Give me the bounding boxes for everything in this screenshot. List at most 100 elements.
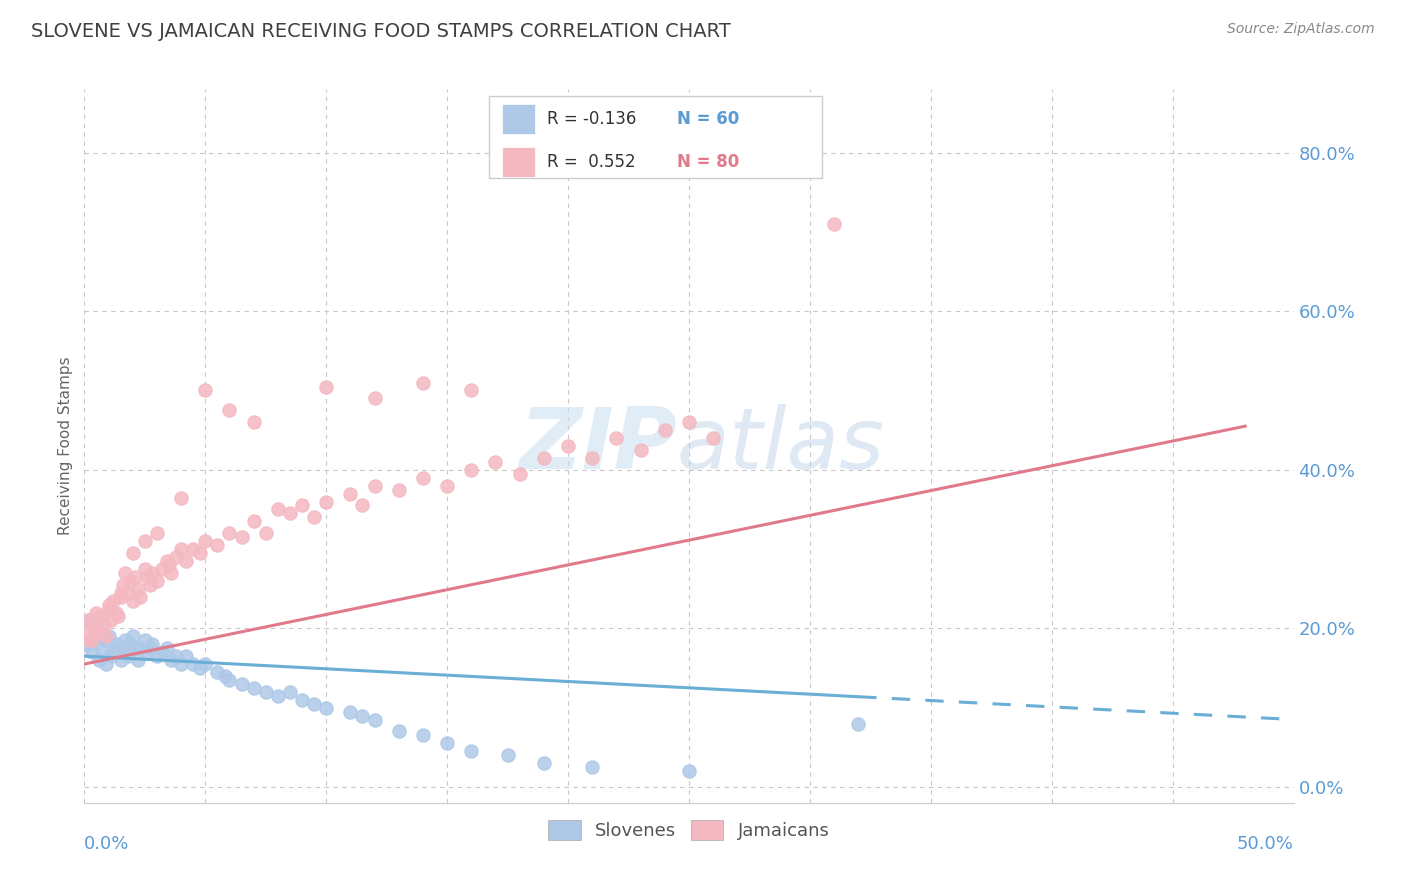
Point [388, 483, 411, 497]
Point [110, 585, 132, 599]
Point [254, 526, 277, 541]
Point [315, 700, 337, 714]
Point [104, 606, 127, 620]
Text: R = -0.136: R = -0.136 [547, 111, 637, 128]
Point [170, 491, 193, 505]
Point [129, 590, 152, 604]
Point [87, 625, 110, 640]
Point [194, 384, 217, 398]
Point [90, 609, 112, 624]
Y-axis label: Receiving Food Stamps: Receiving Food Stamps [58, 357, 73, 535]
Point [117, 585, 139, 599]
Point [138, 578, 160, 592]
Point [146, 574, 169, 588]
Point [533, 756, 555, 771]
Point [436, 736, 458, 750]
Point [678, 764, 700, 778]
Point [114, 566, 136, 580]
Point [242, 681, 264, 695]
Point [352, 708, 374, 723]
FancyBboxPatch shape [489, 96, 823, 178]
Point [302, 697, 325, 711]
Point [218, 403, 240, 417]
Point [291, 499, 314, 513]
Point [100, 649, 122, 664]
Point [134, 562, 156, 576]
Point [146, 649, 169, 664]
Point [190, 546, 212, 560]
Point [90, 641, 112, 656]
Point [218, 526, 240, 541]
Point [120, 574, 142, 588]
Point [315, 379, 337, 393]
Point [77, 633, 100, 648]
Text: 0.0%: 0.0% [84, 835, 129, 853]
Point [157, 558, 180, 572]
Point [242, 514, 264, 528]
Point [170, 542, 193, 557]
Point [214, 669, 236, 683]
Point [363, 392, 385, 406]
Point [267, 689, 290, 703]
Point [315, 494, 337, 508]
Point [110, 653, 132, 667]
Point [150, 645, 173, 659]
Point [121, 629, 143, 643]
Point [165, 649, 187, 664]
Point [363, 478, 385, 492]
Point [141, 637, 163, 651]
Point [112, 578, 135, 592]
Text: N = 80: N = 80 [676, 153, 740, 171]
Point [76, 637, 98, 651]
Point [339, 486, 361, 500]
Point [174, 554, 197, 568]
Point [100, 614, 122, 628]
Text: SLOVENE VS JAMAICAN RECEIVING FOOD STAMPS CORRELATION CHART: SLOVENE VS JAMAICAN RECEIVING FOOD STAMP… [31, 22, 731, 41]
Point [190, 661, 212, 675]
Point [150, 562, 173, 576]
Point [605, 431, 627, 445]
Text: R =  0.552: R = 0.552 [547, 153, 636, 171]
Point [136, 645, 159, 659]
Point [146, 526, 169, 541]
Point [846, 716, 869, 731]
Point [678, 415, 700, 429]
Point [127, 582, 149, 596]
Point [581, 450, 603, 465]
Point [484, 455, 506, 469]
Text: atlas: atlas [676, 404, 884, 488]
Point [170, 657, 193, 671]
Point [174, 649, 197, 664]
Point [134, 534, 156, 549]
Point [107, 609, 129, 624]
Point [86, 606, 108, 620]
Point [155, 641, 177, 656]
Point [165, 549, 187, 564]
Point [231, 530, 253, 544]
Point [93, 633, 115, 648]
Point [83, 621, 105, 635]
Point [134, 633, 156, 648]
Point [129, 641, 152, 656]
Point [278, 685, 301, 699]
Point [291, 692, 314, 706]
Point [412, 471, 434, 485]
Point [124, 570, 146, 584]
Point [155, 554, 177, 568]
Point [94, 657, 117, 671]
Point [136, 570, 159, 584]
Point [194, 657, 217, 671]
Point [278, 507, 301, 521]
Point [103, 593, 125, 607]
Point [127, 653, 149, 667]
Text: N = 60: N = 60 [676, 111, 740, 128]
Point [97, 629, 120, 643]
Point [104, 637, 127, 651]
Point [141, 566, 163, 580]
Point [103, 645, 125, 659]
Point [76, 625, 98, 640]
Point [460, 744, 482, 758]
Text: Source: ZipAtlas.com: Source: ZipAtlas.com [1227, 22, 1375, 37]
Point [630, 442, 652, 457]
Point [117, 649, 139, 664]
